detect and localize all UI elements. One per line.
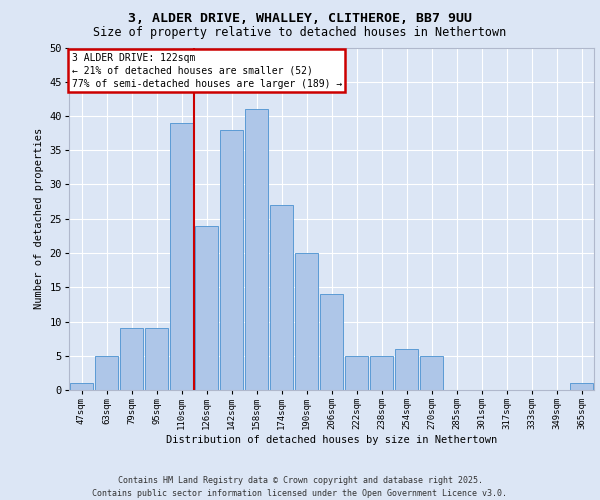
Bar (194, 226, 218, 390)
Bar (370, 356, 394, 390)
Text: Contains HM Land Registry data © Crown copyright and database right 2025.
Contai: Contains HM Land Registry data © Crown c… (92, 476, 508, 498)
X-axis label: Distribution of detached houses by size in Nethertown: Distribution of detached houses by size … (166, 434, 497, 445)
Bar (569, 383, 593, 390)
Bar (70, 383, 94, 390)
Bar (269, 205, 293, 390)
Bar (320, 294, 343, 390)
Bar (145, 328, 169, 390)
Bar (95, 356, 118, 390)
Text: 3, ALDER DRIVE, WHALLEY, CLITHEROE, BB7 9UU: 3, ALDER DRIVE, WHALLEY, CLITHEROE, BB7 … (128, 12, 472, 24)
Text: 3 ALDER DRIVE: 122sqm
← 21% of detached houses are smaller (52)
77% of semi-deta: 3 ALDER DRIVE: 122sqm ← 21% of detached … (71, 52, 342, 89)
Bar (245, 109, 268, 390)
Bar (344, 356, 368, 390)
Bar (419, 356, 443, 390)
Bar (395, 349, 418, 390)
Bar (119, 328, 143, 390)
Text: Size of property relative to detached houses in Nethertown: Size of property relative to detached ho… (94, 26, 506, 39)
Bar (170, 123, 193, 390)
Y-axis label: Number of detached properties: Number of detached properties (34, 128, 44, 310)
Bar (220, 130, 244, 390)
Bar (295, 253, 319, 390)
